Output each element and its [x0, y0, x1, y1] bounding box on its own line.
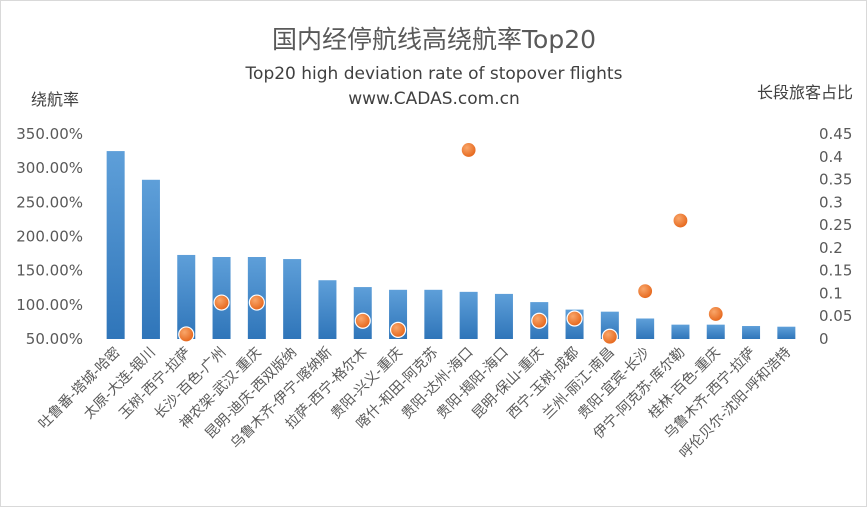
scatter-point	[460, 141, 477, 159]
y2-tick-label: 0.3	[819, 193, 843, 211]
scatter-point	[531, 312, 548, 329]
y2-axis-ticks: 0.45 0.4 0.35 0.3 0.25 0.2 0.15 0.1 0.05 0	[819, 125, 852, 348]
x-axis-labels: 吐鲁番-塔城-哈密太原-大连-银川玉树-西宁-拉萨长沙-百色-广州神农架-武汉-…	[35, 344, 794, 462]
y2-tick-label: 0.2	[819, 239, 843, 257]
y2-tick-label: 0.4	[819, 148, 843, 166]
chart-source: www.CADAS.com.cn	[348, 89, 520, 109]
bar	[177, 254, 196, 339]
y2-tick-label: 0.25	[819, 216, 852, 234]
y2-tick-label: 0.05	[819, 307, 852, 325]
scatter-point	[601, 328, 618, 345]
y-tick-label: 250.00%	[16, 193, 83, 211]
y-tick-label: 100.00%	[16, 296, 83, 314]
scatter-point	[389, 321, 407, 338]
scatter-point	[248, 294, 265, 311]
y-tick-label: 350.00%	[16, 125, 83, 143]
y2-tick-label: 0.15	[819, 262, 852, 280]
bar	[706, 324, 725, 339]
scatter-point	[354, 312, 371, 329]
bar	[106, 151, 125, 339]
y-axis-title: 绕航率	[31, 90, 79, 109]
y2-tick-label: 0.1	[819, 284, 843, 302]
bar	[424, 289, 443, 339]
y2-tick-label: 0.45	[819, 125, 852, 143]
scatter-point	[213, 294, 230, 311]
chart-subtitle: Top20 high deviation rate of stopover fl…	[245, 64, 623, 84]
y2-tick-label: 0.35	[819, 171, 852, 189]
y-tick-label: 300.00%	[16, 159, 83, 177]
y2-tick-label: 0	[819, 330, 829, 348]
y-tick-label: 50.00%	[26, 330, 83, 348]
y-tick-label: 150.00%	[16, 262, 83, 280]
scatter-series	[178, 141, 724, 345]
bar	[459, 291, 478, 339]
bar	[283, 259, 302, 339]
bar	[318, 280, 337, 339]
bar	[777, 326, 796, 339]
bar	[742, 326, 761, 339]
scatter-point	[672, 212, 689, 229]
y-axis-ticks: 350.00% 300.00% 250.00% 200.00% 150.00% 100.0…	[16, 125, 83, 348]
y2-axis-title: 长段旅客占比	[757, 83, 853, 102]
bar	[494, 293, 513, 339]
chart-title: 国内经停航线高绕航率Top20	[272, 25, 596, 54]
scatter-point	[566, 310, 583, 327]
scatter-point	[707, 305, 724, 323]
bar	[636, 318, 655, 339]
scatter-point	[637, 283, 654, 300]
y-tick-label: 200.00%	[16, 228, 83, 246]
bar	[671, 324, 690, 339]
bar	[141, 179, 160, 339]
bar-series	[106, 151, 796, 339]
scatter-point	[178, 326, 195, 343]
